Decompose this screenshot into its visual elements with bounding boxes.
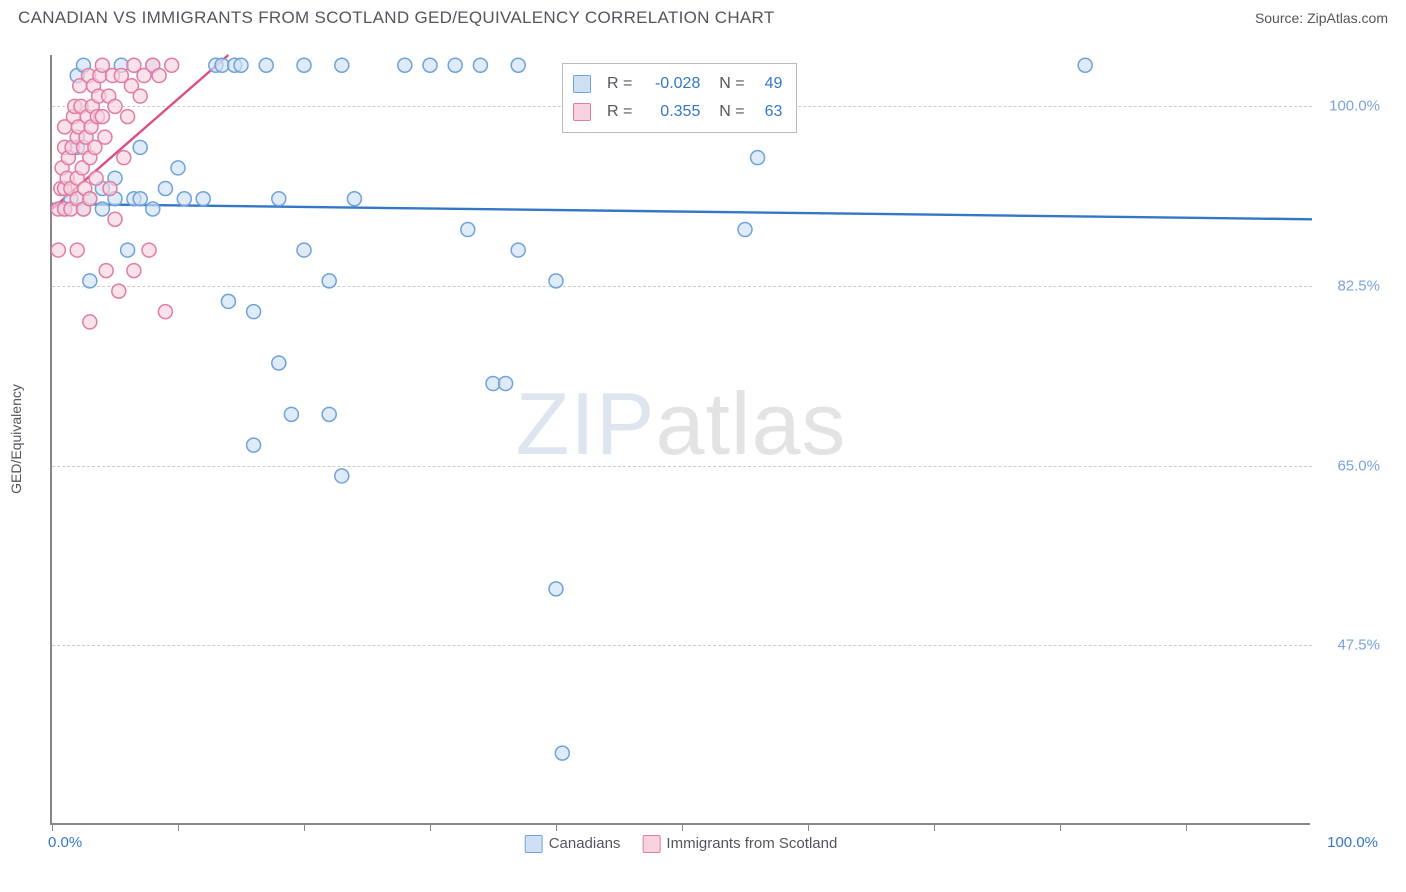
data-point (221, 294, 235, 308)
chart-area: 47.5%65.0%82.5%100.0% GED/Equivalency ZI… (50, 55, 1380, 825)
data-point (177, 192, 191, 206)
data-point (322, 274, 336, 288)
legend-swatch (573, 75, 591, 93)
data-point (165, 58, 179, 72)
legend-n-label: N = (710, 98, 744, 126)
data-point (322, 407, 336, 421)
data-point (234, 58, 248, 72)
x-axis-origin-label: 0.0% (48, 834, 82, 851)
data-point (158, 181, 172, 195)
data-point (99, 264, 113, 278)
data-point (95, 110, 109, 124)
data-point (103, 181, 117, 195)
data-point (146, 202, 160, 216)
data-point (95, 202, 109, 216)
data-point (108, 212, 122, 226)
legend-swatch (573, 103, 591, 121)
y-tick-label: 47.5% (1320, 637, 1380, 654)
data-point (398, 58, 412, 72)
legend-r-label: R = (607, 98, 632, 126)
data-point (83, 315, 97, 329)
data-point (555, 746, 569, 760)
legend-r-label: R = (607, 70, 632, 98)
y-tick-label: 82.5% (1320, 278, 1380, 295)
data-point (133, 140, 147, 154)
data-point (259, 58, 273, 72)
legend-n-value: 63 (765, 98, 783, 126)
data-point (117, 151, 131, 165)
legend-n-value: 49 (765, 70, 783, 98)
data-point (738, 223, 752, 237)
series-legend: Canadians Immigrants from Scotland (525, 835, 838, 853)
legend-row: R = 0.355 N = 63 (573, 98, 782, 126)
data-point (297, 243, 311, 257)
y-tick-label: 100.0% (1320, 98, 1380, 115)
y-axis-label: GED/Equivalency (8, 384, 24, 494)
scatter-points (52, 55, 1312, 825)
data-point (335, 469, 349, 483)
data-point (247, 438, 261, 452)
data-point (152, 69, 166, 83)
data-point (83, 192, 97, 206)
data-point (108, 99, 122, 113)
data-point (196, 192, 210, 206)
data-point (89, 171, 103, 185)
data-point (272, 356, 286, 370)
data-point (171, 161, 185, 175)
data-point (284, 407, 298, 421)
data-point (121, 110, 135, 124)
data-point (83, 274, 97, 288)
legend-swatch (642, 835, 660, 853)
data-point (133, 192, 147, 206)
data-point (127, 264, 141, 278)
data-point (70, 243, 84, 257)
source-label: Source: ZipAtlas.com (1255, 10, 1388, 26)
data-point (142, 243, 156, 257)
series-legend-label: Canadians (549, 835, 621, 852)
data-point (511, 243, 525, 257)
y-tick-label: 65.0% (1320, 457, 1380, 474)
data-point (511, 58, 525, 72)
data-point (347, 192, 361, 206)
legend-swatch (525, 835, 543, 853)
data-point (549, 582, 563, 596)
data-point (112, 284, 126, 298)
data-point (335, 58, 349, 72)
data-point (549, 274, 563, 288)
legend-r-value: -0.028 (642, 70, 700, 98)
series-legend-item: Immigrants from Scotland (642, 835, 837, 853)
series-legend-label: Immigrants from Scotland (666, 835, 837, 852)
legend-r-value: 0.355 (642, 98, 700, 126)
data-point (448, 58, 462, 72)
data-point (133, 89, 147, 103)
data-point (51, 243, 65, 257)
data-point (499, 377, 513, 391)
data-point (297, 58, 311, 72)
data-point (423, 58, 437, 72)
chart-title: CANADIAN VS IMMIGRANTS FROM SCOTLAND GED… (18, 8, 775, 28)
data-point (121, 243, 135, 257)
data-point (1078, 58, 1092, 72)
stats-legend: R = -0.028 N = 49 R = 0.355 N = 63 (562, 63, 797, 133)
legend-n-label: N = (710, 70, 744, 98)
x-axis-max-label: 100.0% (1327, 834, 1378, 851)
data-point (247, 305, 261, 319)
data-point (473, 58, 487, 72)
scatter-plot: 47.5%65.0%82.5%100.0% GED/Equivalency ZI… (50, 55, 1310, 825)
data-point (158, 305, 172, 319)
data-point (272, 192, 286, 206)
data-point (461, 223, 475, 237)
data-point (751, 151, 765, 165)
legend-row: R = -0.028 N = 49 (573, 70, 782, 98)
series-legend-item: Canadians (525, 835, 621, 853)
data-point (98, 130, 112, 144)
